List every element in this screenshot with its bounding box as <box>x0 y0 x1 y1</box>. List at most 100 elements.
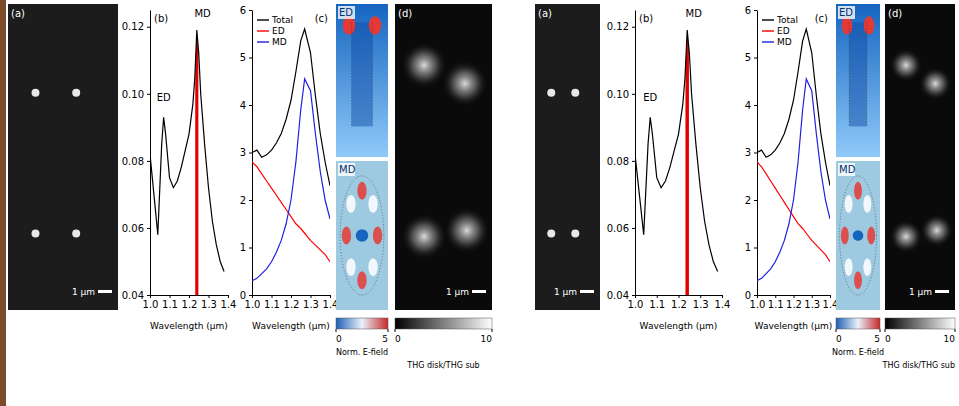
x-axis-title: Wavelength (µm) <box>150 321 228 331</box>
tick-mark <box>249 248 252 249</box>
tick-mark <box>228 295 229 298</box>
color-bar-tick-label: 5 <box>874 334 880 344</box>
tick-label: 5 <box>745 52 751 63</box>
y-axis-tick: 4 <box>240 100 252 111</box>
nanodisk <box>32 230 40 238</box>
tick-label: 1.3 <box>201 299 217 310</box>
tick-mark <box>147 295 150 296</box>
x-axis: 1.01.11.21.31.4 <box>750 295 839 310</box>
x-axis-tick: 1.4 <box>715 295 731 310</box>
x-axis-title: Wavelength (µm) <box>252 321 330 331</box>
tick-mark <box>754 10 757 11</box>
tick-label: 0.10 <box>122 89 144 100</box>
x-axis: 1.01.11.21.31.4 <box>143 295 237 310</box>
tick-mark <box>754 200 757 201</box>
tick-label: 1.2 <box>284 299 300 310</box>
edge-strip <box>0 0 6 406</box>
y-axis-tick: 6 <box>745 5 757 16</box>
plot-area <box>252 29 330 281</box>
field-background <box>336 161 388 310</box>
legend-entry: ED <box>762 26 790 36</box>
x-axis-tick: 1.1 <box>768 295 784 310</box>
field-label: MD <box>839 164 856 175</box>
tick-mark <box>632 94 635 95</box>
color-bar-tick-label: 0 <box>885 334 891 344</box>
series-line <box>252 79 330 281</box>
sem-background <box>535 4 600 310</box>
color-bar-tick <box>880 329 881 332</box>
tick-label: 2 <box>745 195 751 206</box>
tick-label: 1.1 <box>264 299 280 310</box>
color-bar-gradient <box>836 318 880 329</box>
y-axis-tick: 0.04 <box>122 290 150 301</box>
field-background <box>336 4 388 157</box>
tick-label: 3 <box>745 147 751 158</box>
legend: TotalEDMD <box>762 15 798 47</box>
tick-label: 5 <box>240 52 246 63</box>
y-axis-tick: 1 <box>745 242 757 253</box>
tick-mark <box>272 295 273 298</box>
field-core <box>352 22 373 126</box>
legend-swatch <box>257 19 269 20</box>
legend-label: MD <box>272 37 287 47</box>
scale-bar-label: 1 µm <box>554 287 577 297</box>
tick-label: 3 <box>240 147 246 158</box>
figure: (a)1 µm(a)1 µm1.01.11.21.31.40.040.060.0… <box>0 0 959 406</box>
sem-image: (a)1 µm <box>535 4 600 310</box>
y-axis-tick: 0.06 <box>607 223 635 234</box>
tick-label: 0.12 <box>122 21 144 32</box>
color-bar-gradient <box>395 318 492 329</box>
color-bar-tick-label: 10 <box>481 334 493 344</box>
label-patch <box>338 163 355 176</box>
x-axis-tick: 1.0 <box>750 295 766 310</box>
plot-area <box>150 30 224 295</box>
field-label: ED <box>839 7 853 18</box>
tick-label: 0.06 <box>607 223 629 234</box>
plot-area <box>635 30 718 295</box>
tick-mark <box>794 295 795 298</box>
tick-label: 1 <box>240 242 246 253</box>
nanodisk <box>72 89 80 97</box>
label-patch <box>838 163 855 176</box>
y-axis-tick: 0.10 <box>122 89 150 100</box>
panel-label: (c) <box>815 13 828 24</box>
scale-bar-label: 1 µm <box>909 287 932 297</box>
tick-label: 1.0 <box>750 299 766 310</box>
color-bar-tick <box>885 329 886 332</box>
tick-mark <box>147 94 150 95</box>
y-axis-tick: 0.10 <box>607 89 635 100</box>
y-axis-tick: 0.12 <box>607 21 635 32</box>
tick-label: 0.06 <box>122 223 144 234</box>
legend: TotalEDMD <box>257 15 293 47</box>
field-core <box>853 230 864 241</box>
legend-swatch <box>762 41 774 42</box>
label-patch <box>838 6 855 19</box>
annotation: ED <box>643 92 657 103</box>
color-bar-tick-label: 0 <box>836 334 842 344</box>
thg-spot <box>889 48 923 82</box>
y-axis-line <box>150 11 151 296</box>
thg-spot <box>444 207 491 254</box>
y-axis: 0123456 <box>745 5 758 301</box>
legend-entry: MD <box>257 37 287 47</box>
field-core <box>356 229 368 241</box>
x-axis-title: Wavelength (µm) <box>640 321 718 331</box>
legend-entry: Total <box>257 15 293 25</box>
sem-background <box>8 4 118 310</box>
tick-label: 1.2 <box>671 299 687 310</box>
field-map: ED <box>836 4 880 157</box>
tick-label: 1.0 <box>628 299 644 310</box>
panel-label: (d) <box>398 8 412 19</box>
series-line <box>757 29 830 186</box>
y-axis-line <box>252 11 253 296</box>
nanodisk <box>547 89 555 97</box>
tick-mark <box>209 295 210 298</box>
field-map: ED <box>336 4 388 157</box>
tick-mark <box>249 295 252 296</box>
tick-label: 0.10 <box>607 89 629 100</box>
y-axis-tick: 4 <box>745 100 757 111</box>
tick-mark <box>657 295 658 298</box>
y-axis-tick: 0.12 <box>122 21 150 32</box>
color-bar: 05Norm. E-field <box>832 318 884 357</box>
series-line <box>757 79 830 281</box>
